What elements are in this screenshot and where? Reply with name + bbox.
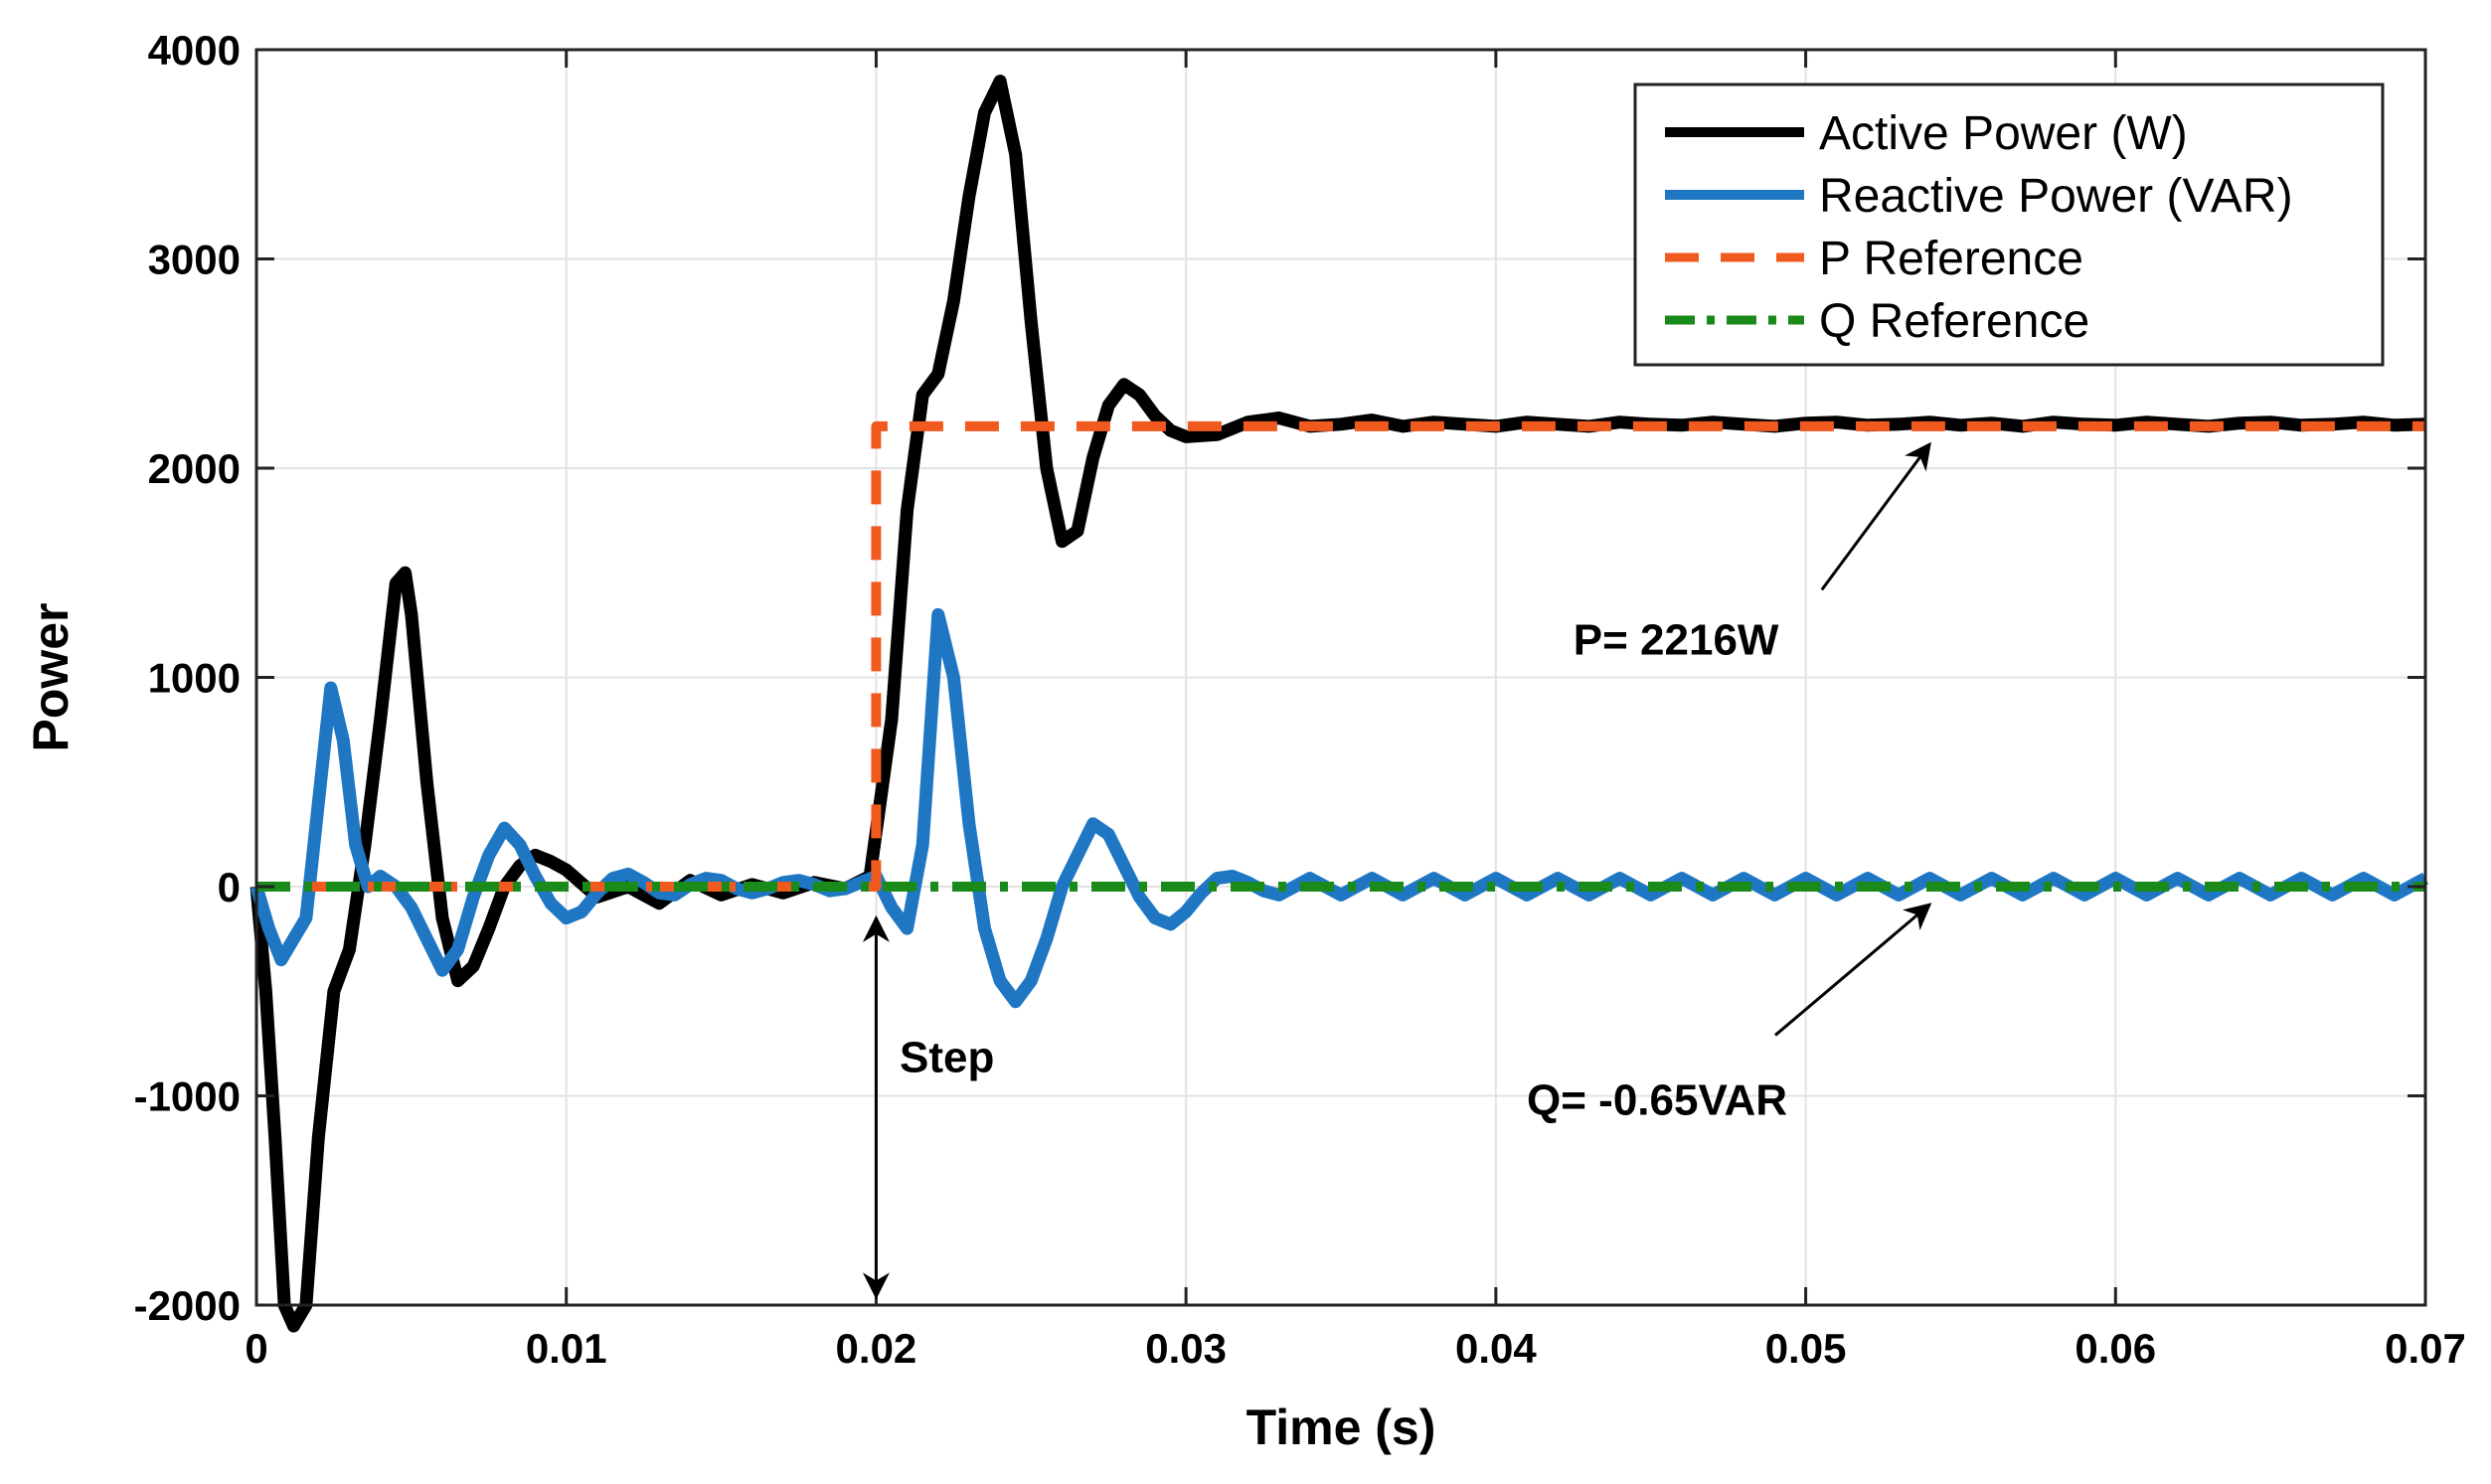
q-value-annotation: Q= -0.65VAR [1527,1075,1787,1124]
y-tick-label: 2000 [148,445,241,492]
y-tick-label: 1000 [148,655,241,702]
series-layer [249,75,2429,1333]
y-axis-label: Power [23,602,79,751]
x-tick-label: 0.05 [1765,1325,1847,1372]
x-tick-label: 0.03 [1145,1325,1227,1372]
x-tick-label: 0.01 [526,1325,607,1372]
legend: Active Power (W) Reactive Power (VAR) P Re… [1633,82,2385,367]
y-tick-label: 0 [218,864,241,910]
legend-entry: P Reference [1819,233,2083,285]
y-tick-label: -1000 [134,1073,241,1120]
annotations: P= 2216W Q= -0.65VAR Step [862,441,1932,1300]
y-tick-label: 3000 [148,237,241,283]
x-tick-label: 0.04 [1455,1325,1537,1372]
x-tick-label: 0.06 [2075,1325,2156,1372]
legend-entry: Reactive Power (VAR) [1819,170,2293,223]
x-tick-label: 0 [245,1325,267,1372]
y-tick-label: 4000 [148,27,241,74]
axes: 0 0.01 0.02 0.03 0.04 0.05 0.06 0.07 -2000 -1000 0… [134,27,2466,1372]
x-axis-label: Time (s) [1246,1400,1436,1455]
p-value-annotation-arrow [1820,441,1931,591]
step-annotation: Step [900,1033,994,1081]
p-value-annotation: P= 2216W [1574,615,1779,664]
legend-entry: Active Power (W) [1819,107,2188,160]
x-tick-label: 0.07 [2385,1325,2466,1372]
x-tick-label: 0.02 [836,1325,917,1372]
y-tick-label: -2000 [134,1282,241,1329]
legend-entry: Q Reference [1819,295,2089,348]
q-value-annotation-arrow [1774,903,1932,1037]
